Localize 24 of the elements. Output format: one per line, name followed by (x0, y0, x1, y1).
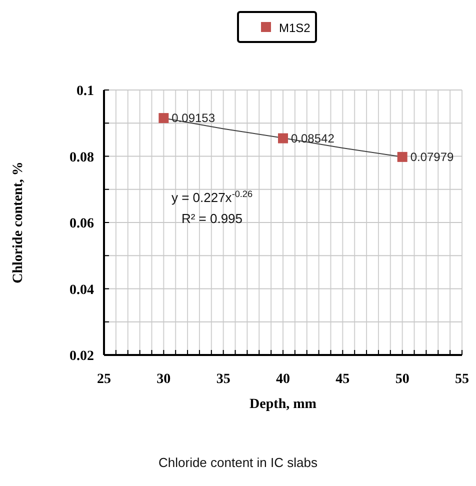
x-tick-label: 40 (276, 372, 290, 387)
y-tick-label: 0.1 (76, 84, 94, 99)
point (158, 113, 169, 124)
annotation: R² = 0.995 (181, 211, 243, 226)
point (397, 152, 408, 162)
x-tick-label: 30 (156, 372, 171, 387)
annotation: y = 0.227x$^{-0.26}$ (171, 189, 253, 205)
data-label: 0.07979 (410, 150, 454, 164)
y-tick-label: 0.02 (70, 349, 94, 364)
x-tick-label: 55 (455, 372, 469, 387)
x-tick-label: 50 (395, 372, 410, 387)
y-axis-title: Chloride content, % (11, 162, 26, 284)
y-tick-label: 0.08 (70, 150, 94, 166)
data-label: 0.08542 (291, 131, 335, 146)
legend-label: M1S2 (279, 21, 311, 35)
x-tick-label: 35 (216, 372, 230, 387)
point (278, 133, 288, 144)
y-tick-label: 0.06 (70, 216, 94, 232)
x-tick-label: 25 (97, 372, 111, 387)
x-tick-label: 45 (336, 372, 350, 387)
text: Chloride content in IC slabs (158, 455, 318, 470)
data-label: 0.09153 (172, 111, 216, 126)
y-tick-label: 0.04 (70, 282, 94, 298)
x-axis-title: Depth, mm (250, 397, 317, 412)
